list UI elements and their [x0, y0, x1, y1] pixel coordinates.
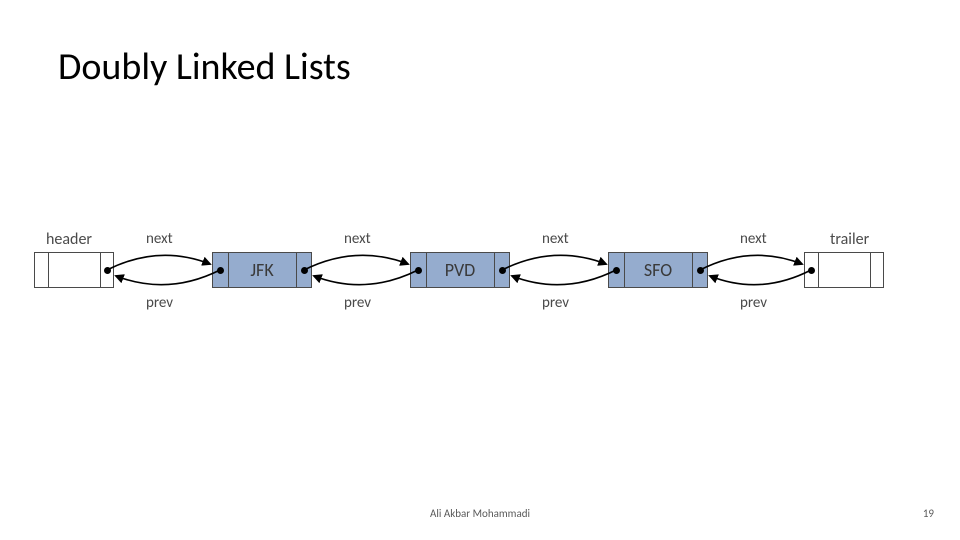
prev-arrow	[314, 270, 418, 285]
prev-arrow	[710, 270, 811, 285]
prev-arrow	[512, 270, 616, 285]
slide-title: Doubly Linked Lists	[58, 44, 351, 90]
next-arrow	[304, 255, 408, 270]
linked-list-diagram: headerJFKPVDSFOtrailernextprevnextprevne…	[30, 210, 930, 330]
arrows-layer	[30, 210, 930, 330]
next-arrow	[502, 255, 606, 270]
next-arrow	[107, 255, 210, 270]
next-arrow	[700, 255, 802, 270]
prev-arrow	[116, 270, 220, 285]
footer-author: Ali Akbar Mohammadi	[430, 507, 530, 520]
footer-page-number: 19	[923, 507, 934, 520]
